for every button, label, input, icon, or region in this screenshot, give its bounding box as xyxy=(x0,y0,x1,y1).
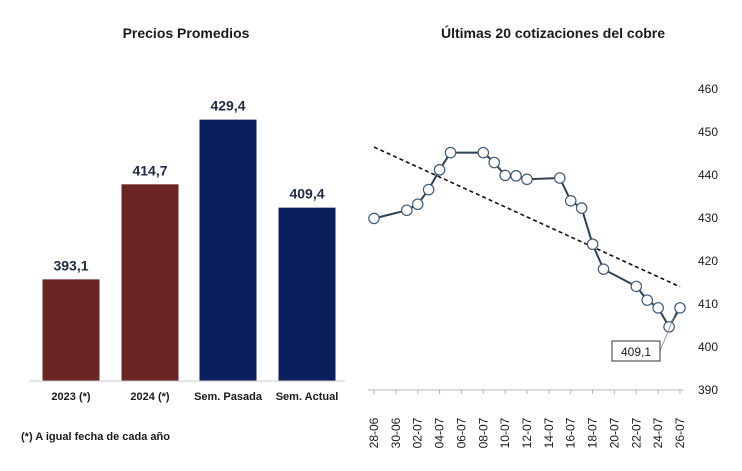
data-point xyxy=(521,173,533,186)
data-point xyxy=(586,238,599,251)
data-point xyxy=(553,172,566,184)
x-tick-label: 14-07 xyxy=(542,417,556,448)
callout-label: 409,1 xyxy=(621,345,651,359)
data-point xyxy=(499,169,511,182)
x-tick-label: 30-06 xyxy=(389,417,403,448)
bar-value-label: 393,1 xyxy=(53,257,88,273)
line-chart-title: Últimas 20 cotizaciones del cobre xyxy=(441,24,665,41)
data-point xyxy=(652,302,664,314)
x-tick-label: 20-07 xyxy=(607,417,621,448)
y-tick-label: 450 xyxy=(698,125,718,139)
x-tick-label: 12-07 xyxy=(520,417,534,448)
bar-category-label: 2023 (*) xyxy=(51,391,90,403)
data-point xyxy=(488,156,501,169)
data-point xyxy=(411,198,424,211)
data-point xyxy=(433,164,446,176)
bar-chart-title: Precios Promedios xyxy=(123,25,250,41)
data-point xyxy=(641,294,654,306)
y-tick-label: 390 xyxy=(698,383,718,397)
y-tick-label: 440 xyxy=(698,168,718,182)
callout-leader xyxy=(659,311,677,352)
line-chart-copper-quotes: Últimas 20 cotizaciones del cobre 390 400… xyxy=(367,24,718,448)
bar-2 xyxy=(199,119,257,381)
x-tick-label: 22-07 xyxy=(629,417,643,448)
y-tick-label: 430 xyxy=(698,211,718,225)
trend-line xyxy=(373,146,681,288)
bar-chart-footnote: (*) A igual fecha de cada año xyxy=(21,431,170,443)
data-point xyxy=(422,183,435,196)
x-tick-label: 26-07 xyxy=(673,417,687,448)
data-point xyxy=(477,146,490,159)
bar-3 xyxy=(278,207,336,381)
y-tick-label: 420 xyxy=(698,254,718,268)
bar-category-label: Sem. Pasada xyxy=(194,391,263,403)
data-point xyxy=(597,263,610,275)
x-tick-label: 16-07 xyxy=(564,417,578,448)
bar-chart-average-prices: Precios Promedios 393,1 2023 (*) 414,7 2024… xyxy=(21,25,345,443)
data-point xyxy=(510,170,522,182)
y-tick-label: 400 xyxy=(698,340,718,354)
data-point xyxy=(564,195,577,207)
data-point xyxy=(630,280,643,293)
x-tick-label: 18-07 xyxy=(586,417,600,448)
x-tick-label: 02-07 xyxy=(411,417,425,448)
x-tick-label: 04-07 xyxy=(433,417,447,448)
data-point xyxy=(368,212,380,225)
callout-box xyxy=(611,340,661,362)
bar-0 xyxy=(42,279,100,381)
data-point xyxy=(575,202,588,214)
data-point xyxy=(674,302,686,314)
x-tick-label: 08-07 xyxy=(476,417,490,448)
y-tick-label: 410 xyxy=(698,297,718,311)
data-point xyxy=(663,320,675,333)
x-tick-label: 06-07 xyxy=(454,417,468,448)
bar-category-label: 2024 (*) xyxy=(130,391,169,403)
bar-value-label: 414,7 xyxy=(132,162,167,178)
x-tick-label: 10-07 xyxy=(498,417,512,448)
x-tick-label: 24-07 xyxy=(651,417,665,448)
bar-value-label: 429,4 xyxy=(210,98,245,114)
x-tick-label: 28-06 xyxy=(367,417,381,448)
bar-1 xyxy=(121,184,179,381)
data-point xyxy=(400,204,413,217)
data-point xyxy=(444,146,457,159)
y-tick-label: 460 xyxy=(698,82,718,96)
bar-value-label: 409,4 xyxy=(289,186,324,202)
bar-category-label: Sem. Actual xyxy=(276,391,339,403)
